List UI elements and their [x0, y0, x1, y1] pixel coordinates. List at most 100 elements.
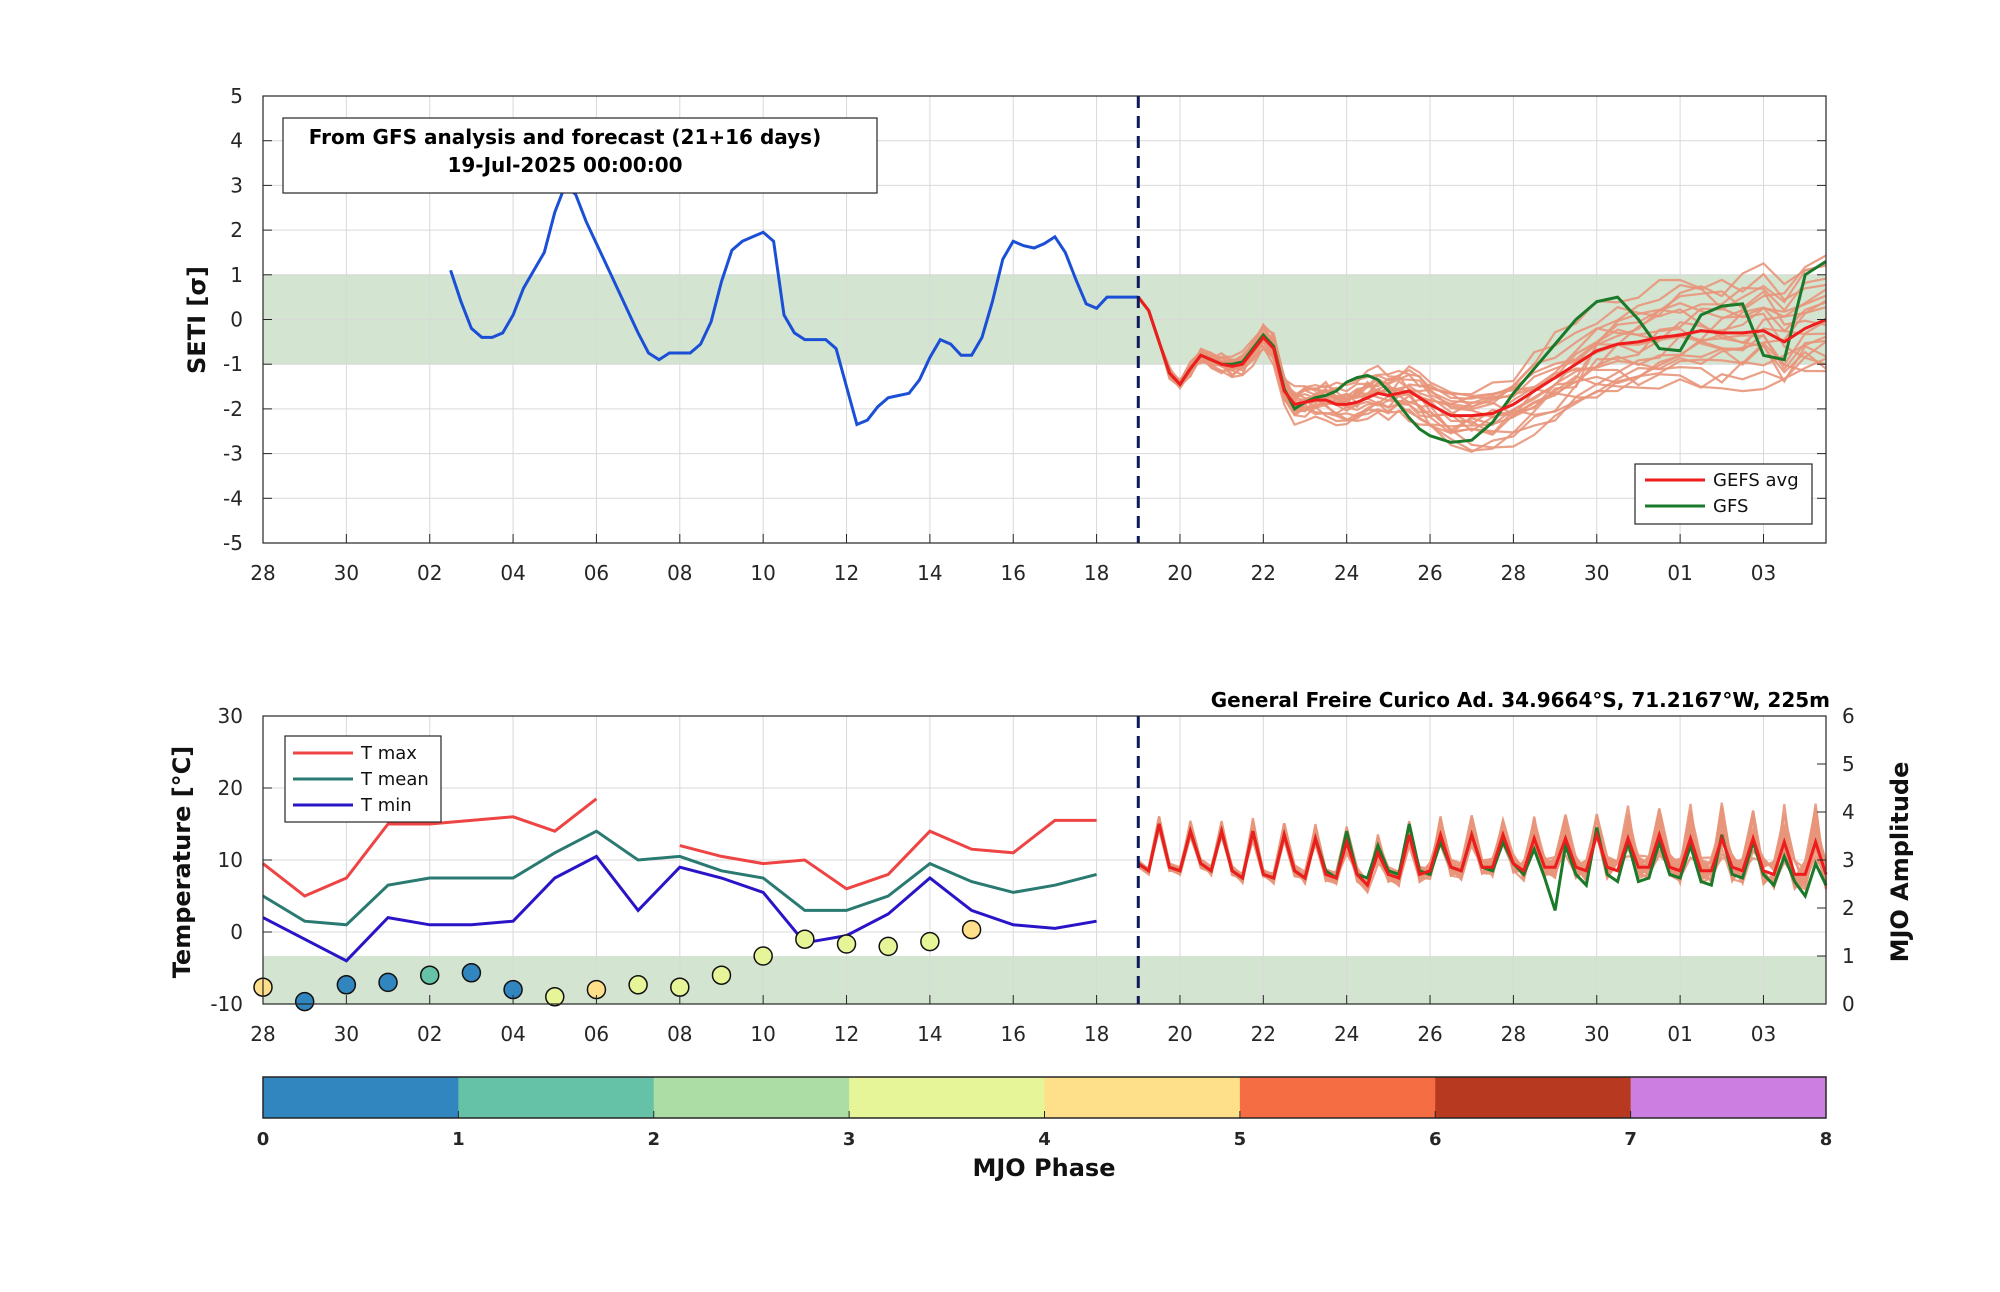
- t-max-line: [679, 818, 1097, 891]
- legend-tmax-label: T max: [360, 743, 417, 764]
- seti-x-tick-label: 01: [1667, 561, 1692, 585]
- colorbar-ticks: 0 1 2 3 4 5 6 7 8: [257, 1111, 1833, 1150]
- mjo-amplitude-y-tick-label: 4: [1842, 800, 1855, 824]
- temperature-x-tick-label: 30: [334, 1022, 359, 1046]
- legend-gefs-avg-label: GEFS avg: [1713, 470, 1799, 491]
- mjo-phase-point: [753, 946, 773, 966]
- colorbar-tick-label: 6: [1429, 1129, 1442, 1150]
- seti-x-tick-label: 26: [1417, 561, 1442, 585]
- temperature-x-tick-label: 28: [250, 1022, 275, 1046]
- seti-y-tick-label: 1: [230, 263, 243, 287]
- colorbar-segment: [263, 1077, 459, 1118]
- mjo-phase-point: [545, 987, 565, 1007]
- annotation-line-2: 19-Jul-2025 00:00:00: [447, 153, 682, 177]
- annotation-box-frame: [282, 117, 878, 194]
- colorbar-tick-label: 5: [1234, 1129, 1247, 1150]
- temperature-x-tick-label: 10: [750, 1022, 775, 1046]
- seti-x-tick-label: 02: [417, 561, 442, 585]
- seti-x-tick-label: 18: [1084, 561, 1109, 585]
- seti-x-ticks: 28 30 02 04 06 08 10 12 14 16 18 20 22 24 26 28 30 01 03: [250, 534, 1776, 585]
- colorbar-segment: [1239, 1077, 1436, 1118]
- colorbar-tick-label: 2: [647, 1129, 660, 1150]
- seti-x-tick-label: 12: [834, 561, 859, 585]
- colorbar-segment: [458, 1077, 655, 1118]
- temperature-y-axis-label: Temperature [°C]: [168, 746, 196, 979]
- mjo-phase-point: [836, 934, 857, 954]
- seti-x-tick-label: 14: [917, 561, 942, 585]
- legend-gfs-label: GFS: [1713, 496, 1748, 517]
- temperature-y-tick-label: -10: [210, 992, 243, 1016]
- mjo-phase-point: [336, 975, 357, 995]
- seti-y-axis-label: SETI [σ]: [183, 266, 211, 374]
- temperature-ensemble-member-line: [1137, 815, 1828, 890]
- seti-x-tick-label: 08: [667, 561, 692, 585]
- mjo-phase-points: [253, 919, 982, 1012]
- temperature-series-lines: [262, 797, 1828, 963]
- colorbar-tick-label: 0: [257, 1129, 270, 1150]
- seti-gefs-avg-line: [1137, 296, 1827, 418]
- seti-x-tick-label: 04: [500, 561, 525, 585]
- t-mean-line: [262, 829, 1097, 927]
- seti-y-ticks: 5 4 3 2 1 0 -1 -2 -3 -4 -5: [223, 84, 1826, 555]
- seti-legend-frame: [1634, 463, 1813, 525]
- colorbar-segment: [1044, 1077, 1241, 1118]
- temperature-x-tick-label: 01: [1667, 1022, 1692, 1046]
- seti-legend: GEFS avg GFS: [1634, 463, 1813, 525]
- seti-x-tick-label: 20: [1167, 561, 1192, 585]
- temperature-gefs-avg-line: [1137, 823, 1828, 889]
- temperature-x-tick-label: 12: [834, 1022, 859, 1046]
- seti-x-tick-label: 03: [1751, 561, 1776, 585]
- mjo-amplitude-y-tick-label: 5: [1842, 752, 1855, 776]
- temperature-x-tick-label: 02: [417, 1022, 442, 1046]
- temperature-x-tick-label: 20: [1167, 1022, 1192, 1046]
- temperature-x-ticks: 28 30 02 04 06 08 10 12 14 16 18 20 22 24 26 28 30 01 03: [250, 995, 1776, 1046]
- seti-annotation-box: From GFS analysis and forecast (21+16 da…: [282, 117, 878, 194]
- seti-y-tick-label: -1: [223, 352, 243, 376]
- legend-tmean-label: T mean: [360, 769, 429, 790]
- mjo-phase-point: [294, 991, 315, 1012]
- mjo-phase-point: [378, 972, 398, 993]
- seti-y-tick-label: -2: [223, 397, 243, 421]
- temperature-x-tick-label: 28: [1501, 1022, 1526, 1046]
- colorbar-tick-label: 4: [1038, 1129, 1051, 1150]
- mjo-amplitude-y-tick-label: 6: [1842, 704, 1855, 728]
- seti-x-tick-label: 06: [584, 561, 609, 585]
- temperature-x-tick-label: 24: [1334, 1022, 1359, 1046]
- colorbar-tick-label: 3: [843, 1129, 856, 1150]
- mjo-phase-point: [711, 965, 732, 985]
- mjo-phase-point: [920, 931, 940, 952]
- colorbar-tick-label: 7: [1624, 1129, 1637, 1150]
- temperature-y-ticks: 30 20 10 0 -10: [210, 704, 272, 1016]
- mjo-phase-point: [670, 977, 690, 997]
- t-min-line: [262, 854, 1097, 963]
- temperature-x-tick-label: 30: [1584, 1022, 1609, 1046]
- temperature-y-tick-label: 20: [218, 776, 243, 800]
- temperature-x-tick-label: 03: [1751, 1022, 1776, 1046]
- seti-x-tick-label: 30: [334, 561, 359, 585]
- mjo-amplitude-y-tick-label: 1: [1842, 944, 1855, 968]
- temperature-x-tick-label: 08: [667, 1022, 692, 1046]
- mjo-amplitude-y-tick-label: 2: [1842, 896, 1855, 920]
- mjo-phase-point: [795, 929, 815, 949]
- seti-y-tick-label: 4: [230, 129, 243, 153]
- temperature-y-tick-label: 10: [218, 848, 243, 872]
- temperature-x-tick-label: 04: [500, 1022, 525, 1046]
- seti-y-tick-label: -3: [223, 442, 243, 466]
- mjo-phase-point: [628, 975, 648, 995]
- temperature-x-tick-label: 16: [1001, 1022, 1026, 1046]
- seti-ensemble-member-line: [1137, 278, 1827, 427]
- annotation-line-1: From GFS analysis and forecast (21+16 da…: [309, 125, 821, 149]
- seti-x-tick-label: 10: [750, 561, 775, 585]
- colorbar-tick-label: 8: [1820, 1129, 1833, 1150]
- mjo-phase-colorbar: 0 1 2 3 4 5 6 7 8 MJO Phase: [257, 1076, 1833, 1182]
- seti-y-tick-label: 5: [230, 84, 243, 108]
- temperature-y-tick-label: 30: [218, 704, 243, 728]
- legend-tmin-label: T min: [360, 795, 412, 816]
- seti-y-tick-label: 3: [230, 173, 243, 197]
- seti-y-tick-label: -5: [223, 531, 243, 555]
- temperature-legend: T max T mean T min: [284, 735, 442, 823]
- seti-x-tick-label: 16: [1001, 561, 1026, 585]
- seti-x-tick-label: 28: [250, 561, 275, 585]
- temperature-x-tick-label: 18: [1084, 1022, 1109, 1046]
